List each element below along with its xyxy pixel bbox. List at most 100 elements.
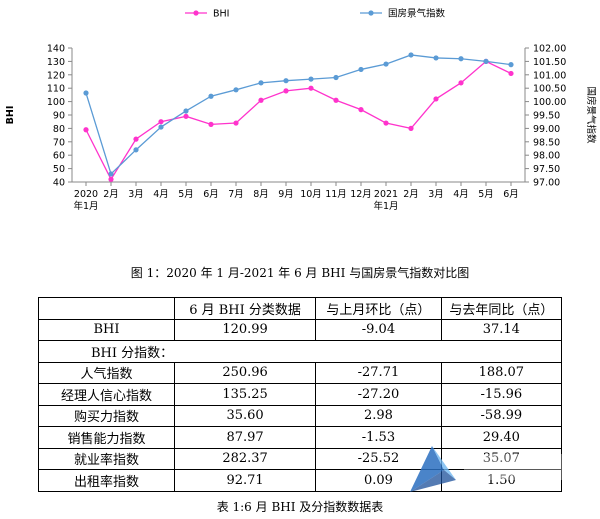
row-label: 购买力指数 [38,404,175,427]
table-cell: 282.37 [173,447,317,470]
table-row: 经理人信心指数 135.25 -27.20 -15.96 [38,383,563,406]
x-tick-label: 7月 [228,189,244,200]
table-cell: 92.71 [173,469,317,492]
series-0-point [233,120,239,126]
x-tick-label: 3月 [128,189,144,200]
table-cell: -27.71 [315,361,442,384]
y-left-tick-label: 70 [53,137,65,148]
legend-swatch-marker [193,10,199,16]
y-left-tick-label: 40 [53,178,65,189]
table-row: 购买力指数 35.60 2.98 -58.99 [38,404,563,427]
y-left-tick-label: 80 [53,124,65,135]
y-right-tick-label: 101.00 [533,70,566,81]
figure-caption: 图 1：2020 年 1 月-2021 年 6 月 BHI 与国房景气指数对比图 [130,266,470,280]
series-1-point [183,108,189,114]
table-cell: -58.99 [440,404,563,427]
table-cell: 250.96 [173,361,317,384]
legend-swatch-marker [368,10,374,16]
column-header: 与去年同比（点） [440,297,563,320]
table-cell: 35.60 [173,404,317,427]
row-label: 出租率指数 [38,469,175,492]
series-1-point [208,93,214,99]
series-0-point [433,96,439,102]
series-1-point [508,62,514,68]
x-tick-label: 9月 [278,189,294,200]
series-1-point [133,147,139,153]
watermark-logo [410,446,584,492]
x-tick-label: 6月 [203,189,219,200]
series-0-point [408,125,414,131]
series-1-point [433,55,439,61]
series-0-point [83,127,89,133]
x-tick-label: 4月 [153,189,169,200]
series-line-1 [85,54,512,176]
series-1-point [458,56,464,62]
series-1-point [283,78,289,84]
series-line-0 [85,60,512,181]
series-0-point [383,120,389,126]
x-tick-label: 5月 [178,189,194,200]
table-header-row: 6 月 BHI 分类数据 与上月环比（点） 与去年同比（点） [38,297,563,320]
y-left-tick-label: 130 [47,57,65,68]
y-right-tick-label: 98.00 [533,151,560,162]
y-axis-left-title: BHI [5,106,16,125]
series-0-point [358,107,364,113]
series-0-point [458,80,464,86]
table-cell: -27.20 [315,383,442,406]
y-right-tick-label: 100.50 [533,84,566,95]
row-label: 销售能力指数 [38,426,175,449]
x-tick-label: 2月 [103,189,119,200]
column-header: 与上月环比（点） [315,297,442,320]
y-left-tick-label: 140 [47,44,65,55]
legend-label: BHI [213,9,229,20]
series-1-point [333,74,339,81]
table-cell: 1.50 [440,469,563,492]
series-0-point [283,88,289,94]
series-1-point [258,80,264,86]
x-tick-label: 10月 [300,189,322,200]
table-caption: 表 1:6 月 BHI 及分指数数据表 [216,500,384,514]
series-0-point [133,136,139,142]
column-header: 6 月 BHI 分类数据 [173,297,317,320]
row-label: 就业率指数 [38,447,175,470]
table-cell: 120.99 [173,318,317,341]
table-cell: -9.04 [315,318,442,341]
table-cell: 37.14 [440,318,563,341]
y-right-tick-label: 101.50 [533,57,566,68]
series-1-point [158,124,164,130]
row-label: BHI [38,318,175,341]
x-tick-label: 8月 [253,189,269,200]
series-1-point [483,58,489,64]
y-left-tick-label: 100 [47,97,65,108]
x-tick-label: 年1月 [373,200,398,212]
series-0-point [508,70,514,77]
table-cell: 135.25 [173,383,317,406]
table-cell: 2.98 [315,404,442,427]
y-right-tick-label: 97.50 [533,164,560,175]
table-row: 人气指数 250.96 -27.71 188.07 [38,361,563,384]
series-1-point [383,61,389,67]
y-right-tick-label: 98.50 [533,137,560,148]
y-left-tick-label: 60 [53,151,65,162]
x-tick-label: 3月 [428,189,444,200]
y-right-tick-label: 102.00 [533,44,566,55]
series-0-point [108,176,114,182]
x-tick-label: 5月 [478,189,494,200]
x-tick-label: 年1月 [73,200,98,212]
table-cell: -25.52 [315,447,442,470]
series-0-point [333,97,339,103]
table-cell: 29.40 [440,426,563,449]
series-0-point [183,113,189,119]
table-row: BHI 120.99 -9.04 37.14 [38,318,563,341]
y-right-tick-label: 99.50 [533,111,560,122]
series-0-point [208,121,214,127]
x-tick-label: 12月 [350,189,372,200]
y-left-tick-label: 90 [53,111,65,122]
y-right-tick-label: 97.00 [533,178,560,189]
bhi-data-table: 6 月 BHI 分类数据 与上月环比（点） 与去年同比（点） BHI 120.99 -9.… [38,297,563,492]
y-right-tick-label: 99.00 [533,124,560,135]
column-header [38,297,175,320]
table-row: 就业率指数 282.37 -25.52 35.07 [38,447,563,470]
series-1-point [83,90,89,96]
row-label: 经理人信心指数 [38,383,175,406]
